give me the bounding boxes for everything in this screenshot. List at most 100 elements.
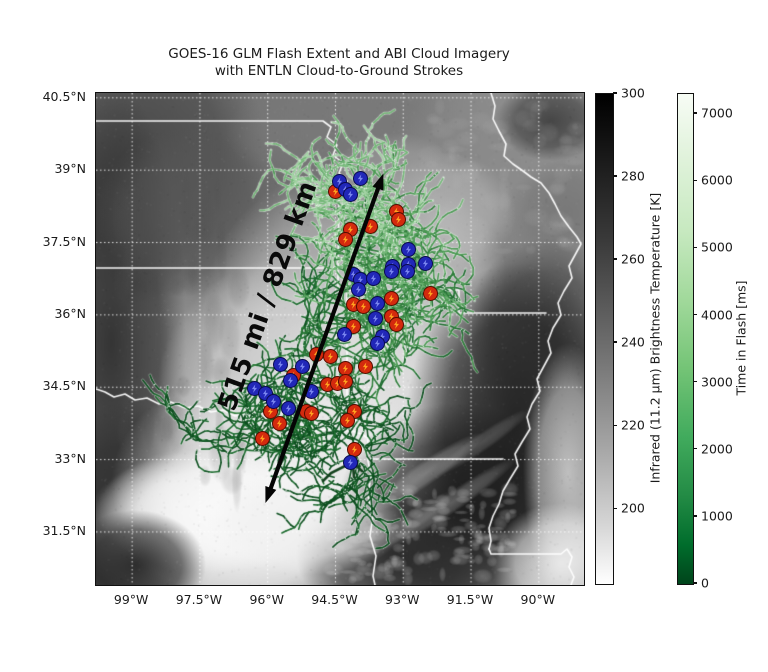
colorbar-tick-label: 240 (621, 334, 645, 350)
lightning-bolt-icon (423, 259, 429, 268)
colorbar-tick (613, 341, 617, 343)
lightning-bolt-icon (361, 302, 367, 312)
cg-stroke-blue-marker (383, 263, 399, 279)
lightning-bolt-icon (276, 419, 282, 429)
cg-stroke-red-marker (271, 416, 287, 432)
cg-stroke-red-marker (383, 290, 399, 306)
colorbar-tick (613, 507, 617, 509)
y-tick-label: 34.5°N (42, 378, 86, 394)
colorbar-tick (693, 515, 697, 517)
cg-stroke-red-marker (303, 406, 319, 422)
colorbar-tick-label: 300 (621, 85, 645, 101)
lightning-bolt-icon (348, 225, 354, 234)
cg-stroke-blue-marker (418, 255, 434, 271)
lightning-bolt-icon (350, 300, 356, 310)
cg-stroke-red-marker (255, 431, 271, 447)
cg-stroke-blue-marker (368, 311, 384, 327)
lightning-bolt-icon (351, 407, 357, 417)
x-tick-label: 90°W (520, 592, 556, 607)
colorbar-tick-label: 280 (621, 168, 645, 184)
cg-stroke-blue-marker (343, 186, 359, 202)
x-tick-label: 97.5°W (175, 592, 223, 607)
colorbar-tick-label: 4000 (701, 307, 733, 322)
x-tick-label: 93°W (384, 592, 420, 607)
lightning-bolt-icon (343, 377, 349, 387)
lightning-bolt-icon (350, 322, 356, 331)
colorbar-tick (693, 313, 697, 316)
lightning-bolt-icon (406, 245, 412, 254)
colorbar-tick-label: 200 (621, 500, 645, 516)
lightning-bolt-icon (313, 350, 319, 360)
colorbar-tick (693, 380, 697, 383)
cg-stroke-blue-marker (280, 401, 296, 417)
lightning-bolt-icon (278, 360, 284, 369)
lightning-bolt-icon (288, 375, 294, 385)
lightning-bolt-icon (268, 407, 274, 417)
title-line-2: with ENTLN Cloud-to-Ground Strokes (214, 63, 464, 79)
colorbar-tick-label: 260 (621, 251, 645, 267)
lightning-bolt-icon (405, 267, 411, 276)
lightning-bolt-icon (260, 434, 266, 444)
cg-stroke-blue-marker (273, 357, 289, 373)
figure-title: GOES-16 GLM Flash Extent and ABI Cloud I… (95, 46, 583, 80)
cg-stroke-blue-marker (351, 281, 367, 297)
cg-stroke-red-marker (340, 412, 356, 428)
lightning-bolt-icon (348, 190, 354, 199)
y-tick-label: 37.5°N (42, 233, 86, 249)
cg-stroke-red-marker (356, 299, 372, 315)
cg-stroke-red-marker (323, 349, 339, 365)
lightning-bolt-icon (341, 330, 347, 340)
lightning-bolt-icon (356, 285, 362, 294)
lightning-bolt-icon (351, 445, 357, 455)
map-panel: 515 mi / 829 km (95, 92, 585, 586)
cg-stroke-red-marker (389, 317, 405, 333)
colorbar-tick-label: 7000 (701, 105, 733, 121)
y-tick-label: 36°N (54, 305, 86, 321)
colorbar-tick (693, 582, 697, 584)
lightning-bolt-icon (343, 235, 349, 244)
lightning-bolt-icon (345, 415, 351, 425)
lightning-bolt-icon (371, 274, 377, 284)
lightning-bolt-icon (251, 384, 257, 394)
lightning-bolt-icon (373, 314, 379, 324)
lightning-bolt-icon (393, 207, 399, 216)
colorbar-tick (693, 448, 697, 450)
cg-stroke-blue-marker (370, 336, 386, 352)
colorbar-tick (613, 424, 617, 426)
cg-stroke-blue-marker (401, 241, 417, 257)
cg-stroke-blue-marker (283, 372, 299, 388)
colorbar-tick (613, 258, 617, 260)
colorbar-tick-label: 220 (621, 417, 645, 433)
lightning-bolt-icon (336, 177, 342, 186)
lightning-bolt-icon (270, 397, 276, 407)
x-tick-label: 91.5°W (446, 592, 494, 607)
lightning-bolt-icon (380, 332, 386, 341)
cg-stroke-blue-marker (353, 170, 369, 186)
cg-stroke-blue-marker (336, 327, 352, 343)
lightning-bolt-icon (363, 362, 369, 372)
colorbar-tick-label: 6000 (701, 172, 733, 188)
lightning-bolt-icon (325, 380, 331, 390)
colorbar-tick (693, 246, 697, 249)
cg-stroke-red-marker (338, 231, 354, 247)
x-tick-label: 96°W (249, 592, 284, 607)
lightning-bolt-icon (308, 409, 314, 419)
title-line-1: GOES-16 GLM Flash Extent and ABI Cloud I… (168, 46, 510, 62)
colorbar-tick (613, 92, 617, 94)
lightning-bolt-icon (343, 364, 349, 374)
lightning-bolt-icon (396, 215, 402, 224)
time-in-flash-colorbar (677, 93, 694, 585)
lightning-bolt-icon (388, 312, 394, 322)
lightning-bolt-icon (348, 457, 354, 467)
y-tick-label: 40.5°N (42, 88, 86, 104)
time-colorbar-label: Time in Flash [ms] (733, 280, 749, 396)
lightning-bolt-icon (263, 389, 269, 399)
y-tick-label: 39°N (54, 161, 86, 177)
lightning-bolt-icon (358, 275, 364, 285)
lightning-bolt-icon (300, 362, 306, 372)
colorbar-tick-label: 2000 (701, 441, 733, 457)
cg-stroke-blue-marker (366, 271, 382, 287)
x-tick-label: 94.5°W (311, 592, 358, 607)
colorbar-tick (693, 112, 697, 114)
